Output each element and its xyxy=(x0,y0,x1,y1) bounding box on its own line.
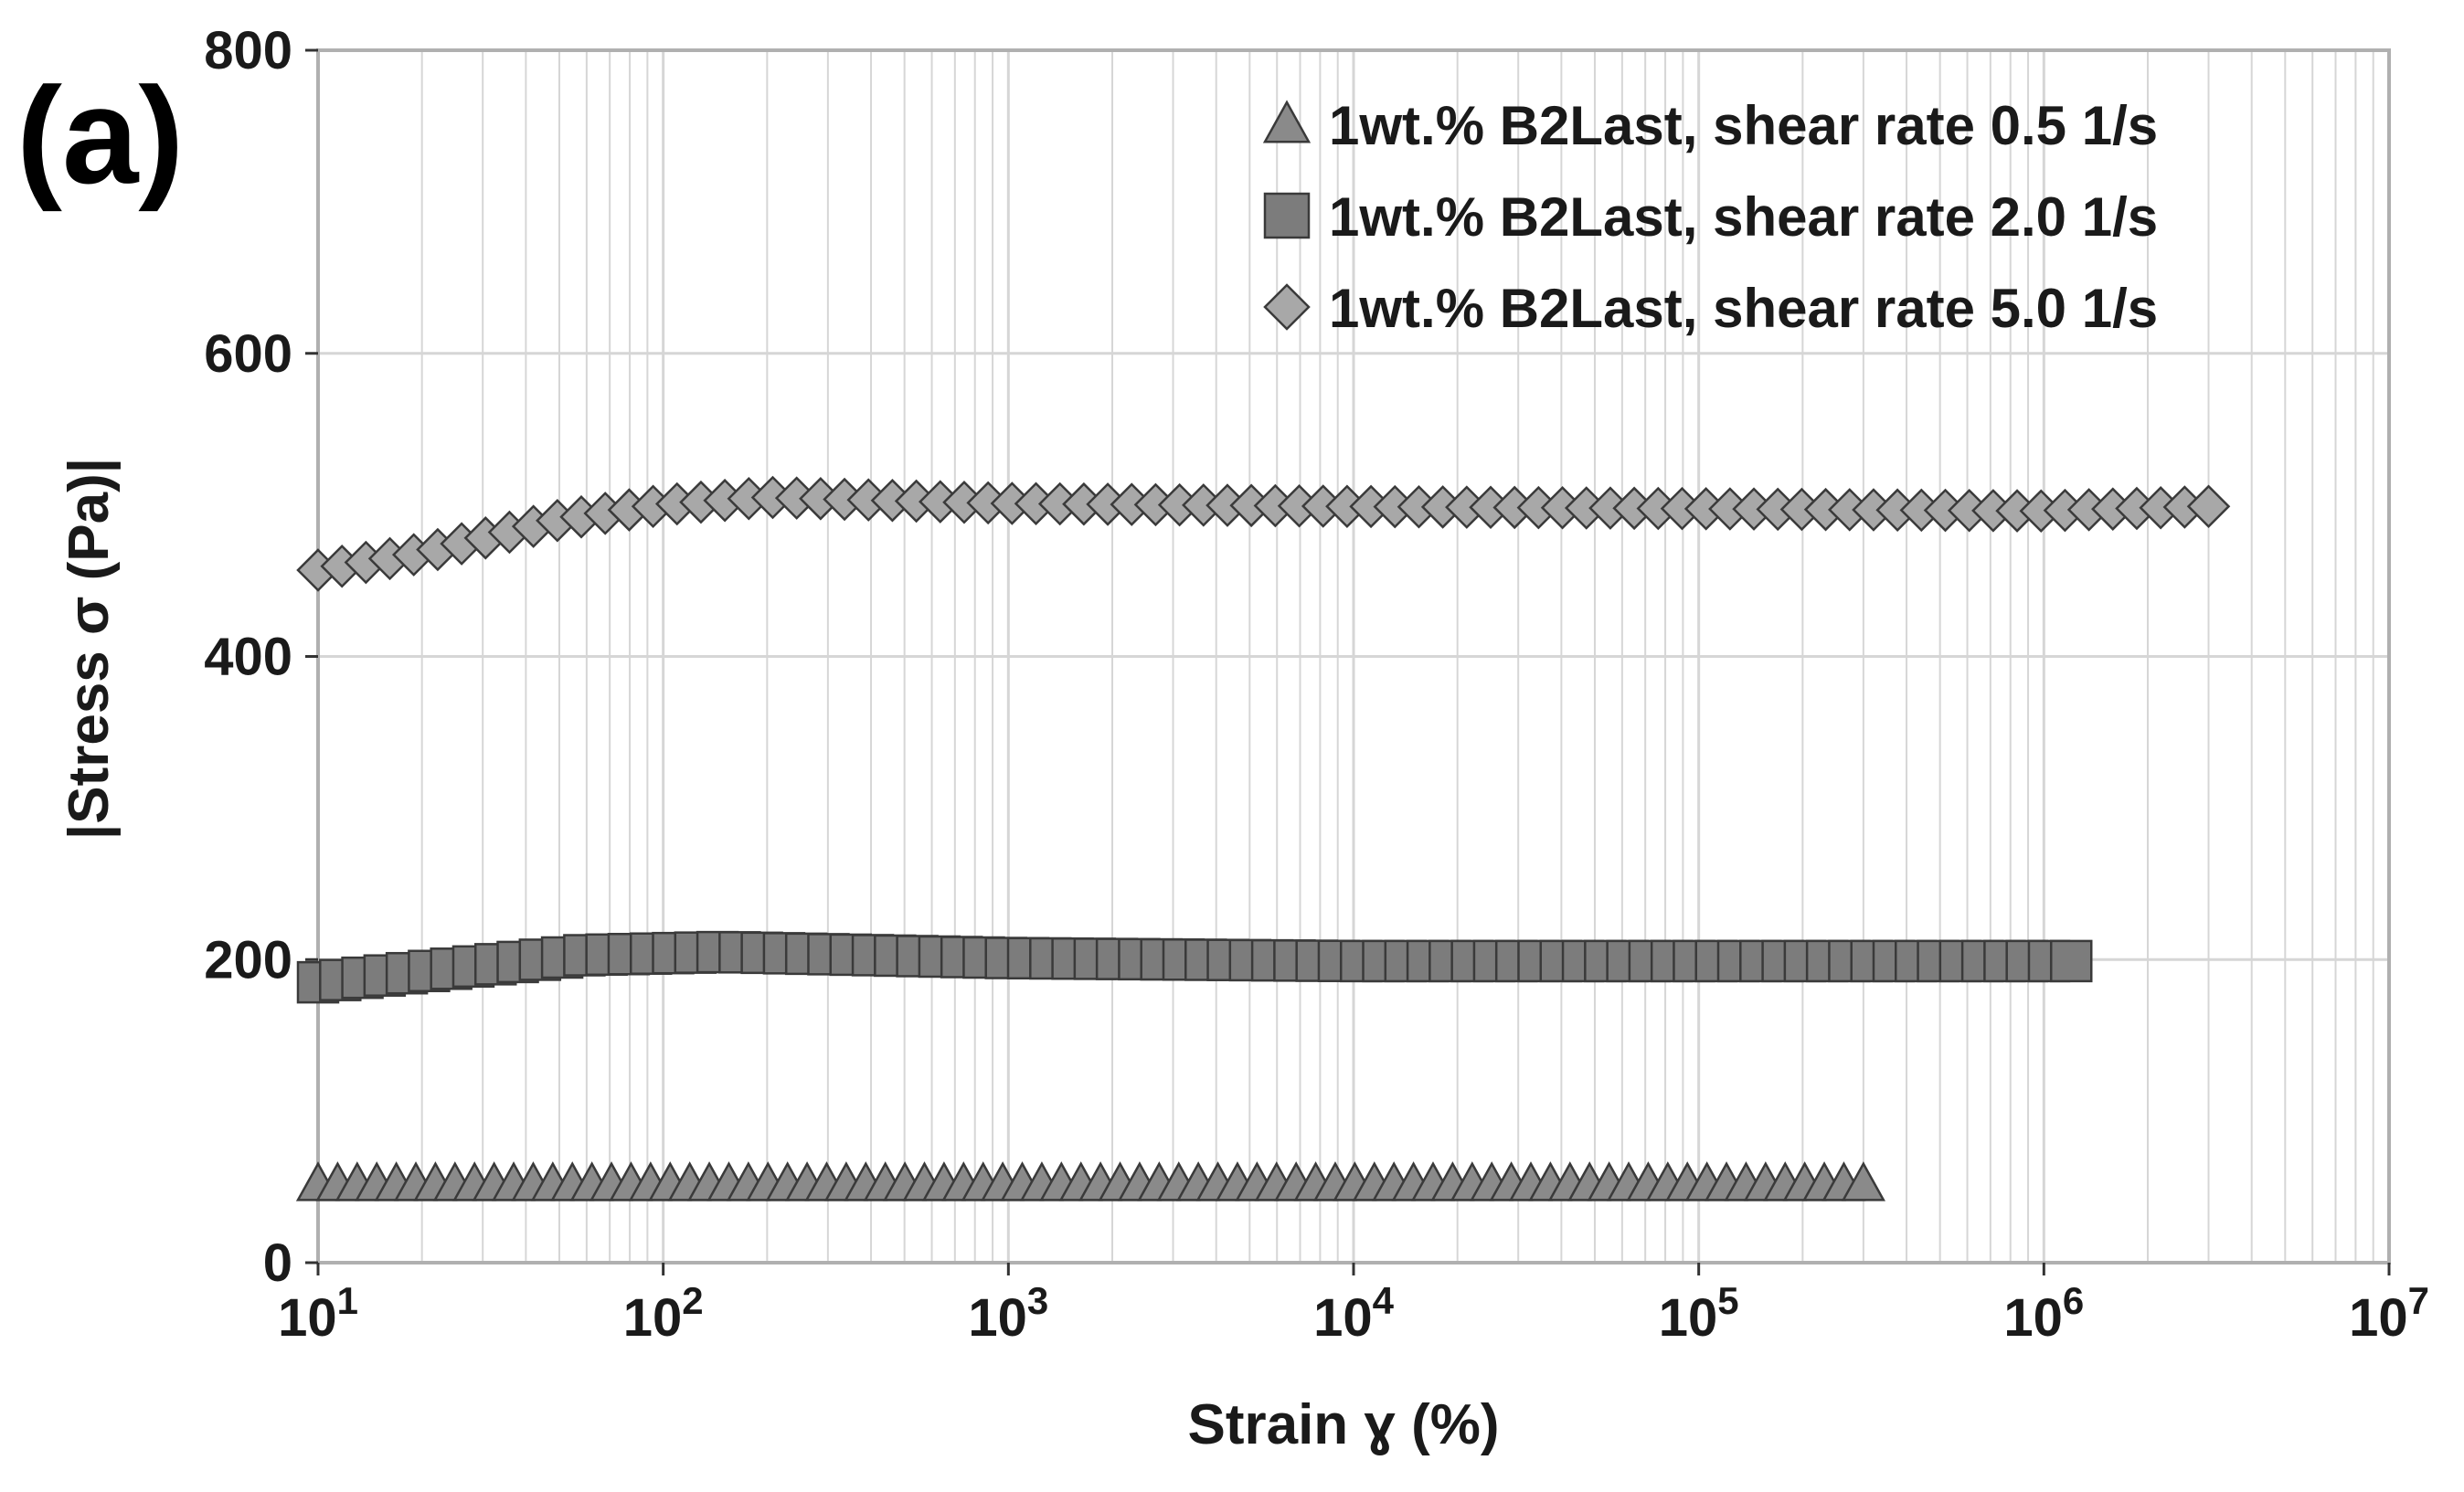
y-tick-label: 200 xyxy=(204,930,292,989)
legend-item-triangle: 1wt.% B2Last, shear rate 0.5 1/s xyxy=(1262,95,2158,156)
x-axis-label: Strain ɣ (%) xyxy=(1187,1393,1499,1456)
data-point xyxy=(2049,939,2093,983)
x-tick-label: 101 xyxy=(278,1279,358,1348)
legend-label: 1wt.% B2Last, shear rate 2.0 1/s xyxy=(1329,186,2158,248)
x-tick-label: 102 xyxy=(623,1279,704,1348)
y-tick-label: 0 xyxy=(263,1233,292,1293)
grid-lines xyxy=(316,48,2389,1264)
series-diamond xyxy=(296,475,2231,592)
legend-label: 1wt.% B2Last, shear rate 5.0 1/s xyxy=(1329,278,2158,339)
data-point xyxy=(1841,1161,1885,1201)
y-tick-label: 800 xyxy=(204,21,292,80)
y-tick-label: 600 xyxy=(204,324,292,384)
y-axis-label: |Stress σ (Pa)| xyxy=(58,458,122,840)
legend-marker-triangle xyxy=(1262,100,1312,143)
legend-item-diamond: 1wt.% B2Last, shear rate 5.0 1/s xyxy=(1263,278,2158,339)
series-triangle xyxy=(295,1161,1885,1201)
data-point xyxy=(2186,484,2231,529)
legend-label: 1wt.% B2Last, shear rate 0.5 1/s xyxy=(1329,95,2158,156)
axis-ticks: 0 200 400 600 800 101 102 103 104 105 106 107 xyxy=(204,21,2429,1348)
x-tick-label: 104 xyxy=(1313,1279,1395,1348)
x-tick-label: 106 xyxy=(2003,1279,2084,1348)
legend-marker-diamond xyxy=(1263,283,1311,331)
y-tick-label: 400 xyxy=(204,628,292,687)
panel-label: (a) xyxy=(16,58,184,212)
x-tick-label: 107 xyxy=(2349,1279,2429,1348)
data-series xyxy=(295,475,2231,1201)
x-tick-label: 103 xyxy=(968,1279,1048,1348)
legend: 1wt.% B2Last, shear rate 0.5 1/s 1wt.% B2… xyxy=(1262,95,2158,339)
x-tick-label: 105 xyxy=(1659,1279,1739,1348)
legend-marker-square xyxy=(1263,192,1311,239)
series-square xyxy=(296,930,2093,1004)
legend-item-square: 1wt.% B2Last, shear rate 2.0 1/s xyxy=(1263,186,2158,248)
